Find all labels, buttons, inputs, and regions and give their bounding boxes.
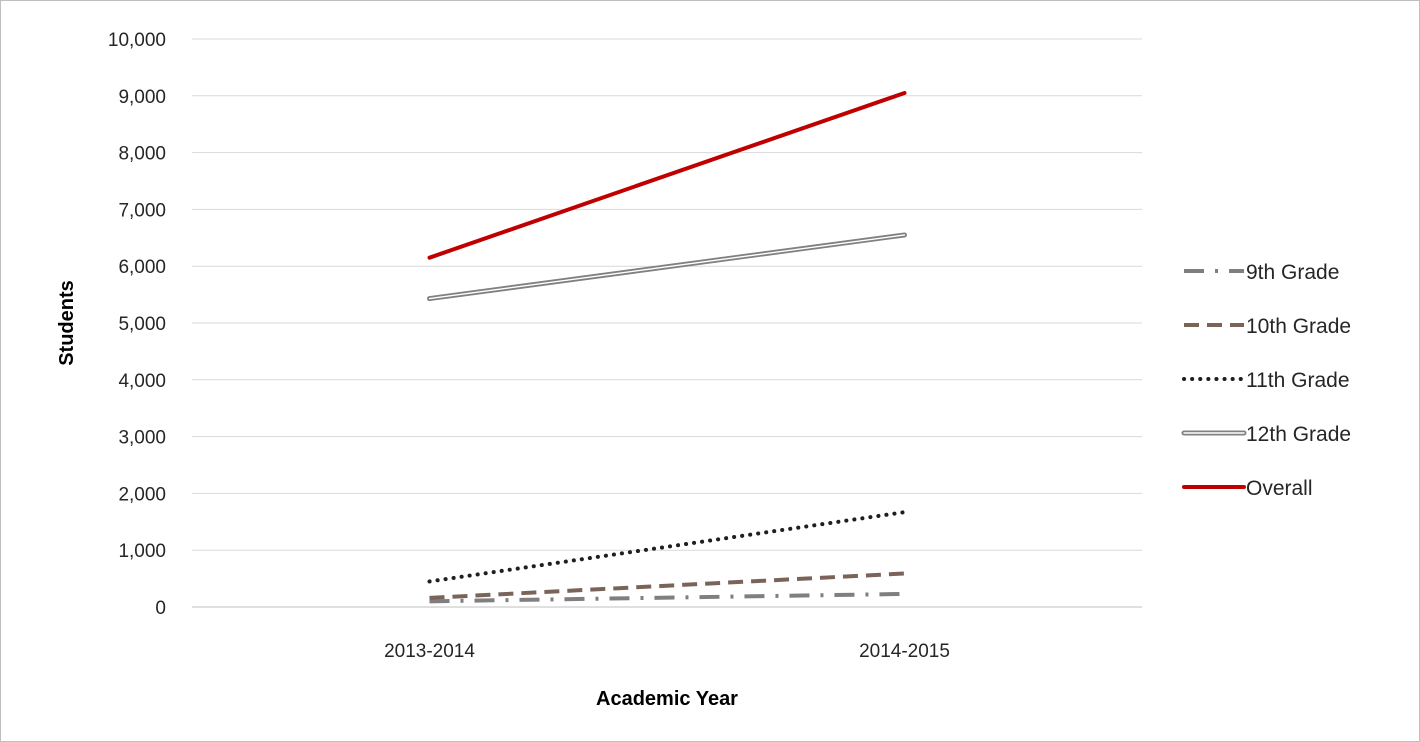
x-tick-label: 2014-2015 <box>859 641 950 662</box>
y-tick-label: 4,000 <box>118 371 166 392</box>
y-tick-label: 5,000 <box>118 314 166 335</box>
y-tick-label: 8,000 <box>118 144 166 165</box>
legend-label-9th-grade: 9th Grade <box>1246 261 1339 284</box>
legend-label-12th-grade: 12th Grade <box>1246 423 1351 446</box>
y-axis-title: Students <box>56 280 78 366</box>
y-tick-label: 2,000 <box>118 484 166 505</box>
legend-label-overall: Overall <box>1246 477 1313 500</box>
x-tick-label: 2013-2014 <box>384 641 475 662</box>
x-axis-title: Academic Year <box>596 688 738 710</box>
legend-label-11th-grade: 11th Grade <box>1246 369 1350 392</box>
legend: 9th Grade 10th Grade 11th Grade 12th Grade O… <box>1181 261 1351 500</box>
series-line-overall <box>427 90 907 260</box>
y-axis-ticks: 0 1,000 2,000 3,000 4,000 5,000 6,000 7,000 8,00… <box>108 30 166 619</box>
y-tick-label: 7,000 <box>118 200 166 221</box>
y-tick-label: 10,000 <box>108 30 166 51</box>
y-tick-label: 6,000 <box>118 257 166 278</box>
series-lines <box>427 90 907 604</box>
series-line-10th-grade <box>429 571 905 600</box>
gridlines <box>192 38 1142 608</box>
y-tick-label: 3,000 <box>118 428 166 449</box>
y-tick-label: 9,000 <box>118 87 166 108</box>
series-line-9th-grade <box>429 591 905 604</box>
y-tick-label: 0 <box>155 598 166 619</box>
series-line-12th-grade-inner <box>428 234 906 300</box>
series-line-11th-grade <box>427 510 907 584</box>
x-axis-ticks: 2013-2014 2014-2015 <box>384 641 950 662</box>
y-tick-label: 1,000 <box>118 541 166 562</box>
legend-label-10th-grade: 10th Grade <box>1246 315 1351 338</box>
